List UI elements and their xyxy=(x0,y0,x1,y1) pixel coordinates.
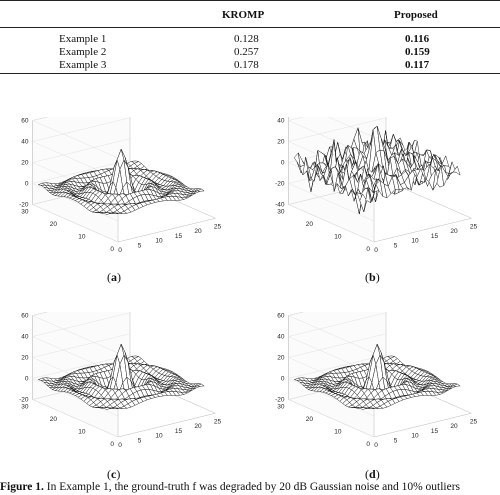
z-tick-label: -20 xyxy=(19,202,29,209)
x-tick-label: 20 xyxy=(194,423,202,430)
z-tick-label: 20 xyxy=(277,355,285,362)
z-gridline xyxy=(31,312,131,375)
y-tick-label: 30 xyxy=(277,209,285,216)
y-tick-label: 0 xyxy=(110,246,114,253)
x-tick-label: 15 xyxy=(431,233,439,240)
table-row-label: Example 1 xyxy=(59,33,107,45)
figure-caption: Figure 1. In Example 1, the ground-truth… xyxy=(0,481,461,493)
x-tick-label: 15 xyxy=(175,428,183,435)
y-tick-label: 10 xyxy=(334,234,342,241)
z-gridline xyxy=(327,117,375,138)
x-tick-label: 25 xyxy=(214,223,222,230)
floor-edge xyxy=(373,180,473,243)
x-tick-label: 10 xyxy=(155,238,163,245)
x-tick-label: 0 xyxy=(118,247,122,254)
z-tick-label: 0 xyxy=(25,181,29,188)
table-bottom-rule xyxy=(0,73,500,74)
z-gridline xyxy=(31,117,131,180)
x-tick-label: 5 xyxy=(394,437,398,444)
y-tick-label: 10 xyxy=(78,234,86,241)
table-row-label: Example 3 xyxy=(59,59,107,71)
y-tick-label: 20 xyxy=(50,416,58,423)
z-tick-label: 40 xyxy=(21,139,29,146)
z-tick-label: -20 xyxy=(275,397,285,404)
table-cell-kromp: 0.178 xyxy=(234,59,259,71)
z-tick-label: 20 xyxy=(21,355,29,362)
x-tick-label: 10 xyxy=(411,433,419,440)
z-gridline xyxy=(287,117,375,159)
z-tick-label: 0 xyxy=(281,376,285,383)
z-tick-label: 20 xyxy=(21,160,29,167)
table-header-rule xyxy=(0,27,500,28)
surface-mesh xyxy=(293,343,461,410)
panel-label-b: (b) xyxy=(365,270,380,284)
x-tick-label: 10 xyxy=(411,238,419,245)
z-tick-label: 40 xyxy=(277,118,285,125)
x-tick-label: 5 xyxy=(138,242,142,249)
z-tick-label: -20 xyxy=(19,397,29,404)
x-tick-label: 20 xyxy=(194,228,202,235)
x-tick-label: 15 xyxy=(431,428,439,435)
y-tick-label: 10 xyxy=(78,429,86,436)
z-gridline xyxy=(287,312,387,375)
surface-mesh xyxy=(37,148,205,215)
table-header-kromp: KROMP xyxy=(222,9,265,21)
z-tick-label: 40 xyxy=(21,334,29,341)
y-tick-label: 30 xyxy=(21,404,29,411)
y-tick-label: 30 xyxy=(21,209,29,216)
x-tick-label: 0 xyxy=(118,442,122,449)
y-tick-label: 0 xyxy=(366,441,370,448)
z-gridline xyxy=(31,312,119,354)
y-tick-label: 0 xyxy=(110,441,114,448)
panel-label-d: (d) xyxy=(365,467,380,481)
z-gridline xyxy=(31,117,119,159)
surface-plot-c: 60 40 20 0 -20 0 5 10 15 20 25 30 20 10 0 xyxy=(19,312,222,449)
table-cell-kromp: 0.257 xyxy=(234,46,259,58)
z-tick-label: 0 xyxy=(281,160,285,167)
table-cell-proposed: 0.117 xyxy=(405,59,430,71)
y-tick-label: 0 xyxy=(366,246,370,253)
x-tick-label: 10 xyxy=(155,433,163,440)
y-tick-label: 20 xyxy=(306,416,314,423)
y-tick-label: 20 xyxy=(306,221,314,228)
z-tick-label: 60 xyxy=(21,313,29,320)
table-top-rule xyxy=(0,0,500,1)
table-cell-kromp: 0.128 xyxy=(234,33,259,45)
x-tick-label: 20 xyxy=(450,228,458,235)
z-tick-label: 40 xyxy=(277,334,285,341)
z-tick-label: 60 xyxy=(277,313,285,320)
table-row-label: Example 2 xyxy=(59,46,107,58)
panel-label-a: (a) xyxy=(107,270,121,284)
surface-mesh xyxy=(37,343,205,410)
x-tick-label: 25 xyxy=(470,223,478,230)
surface-plot-a: 60 40 20 0 -20 0 5 10 15 20 25 30 20 10 0 xyxy=(19,117,222,254)
surface-plot-d: 60 40 20 0 -20 0 5 10 15 20 25 30 20 10 0 xyxy=(275,312,478,449)
x-tick-label: 25 xyxy=(214,418,222,425)
z-tick-label: -20 xyxy=(275,181,285,188)
x-tick-label: 5 xyxy=(138,437,142,444)
z-tick-label: 0 xyxy=(25,376,29,383)
x-tick-label: 0 xyxy=(374,247,378,254)
surface-mesh xyxy=(293,125,461,215)
table-header-proposed: Proposed xyxy=(394,9,438,21)
y-tick-label: 30 xyxy=(277,404,285,411)
y-tick-label: 10 xyxy=(334,429,342,436)
panel-label-c: (c) xyxy=(107,467,121,481)
x-tick-label: 15 xyxy=(175,233,183,240)
table-cell-proposed: 0.159 xyxy=(405,46,430,58)
x-tick-label: 0 xyxy=(374,442,378,449)
y-tick-label: 20 xyxy=(50,221,58,228)
x-tick-label: 5 xyxy=(394,242,398,249)
z-gridline xyxy=(287,312,375,354)
z-tick-label: 20 xyxy=(277,139,285,146)
z-tick-label: 60 xyxy=(21,118,29,125)
x-tick-label: 20 xyxy=(450,423,458,430)
x-tick-label: 25 xyxy=(470,418,478,425)
table-cell-proposed: 0.116 xyxy=(405,33,430,45)
z-tick-label: -40 xyxy=(275,202,285,209)
